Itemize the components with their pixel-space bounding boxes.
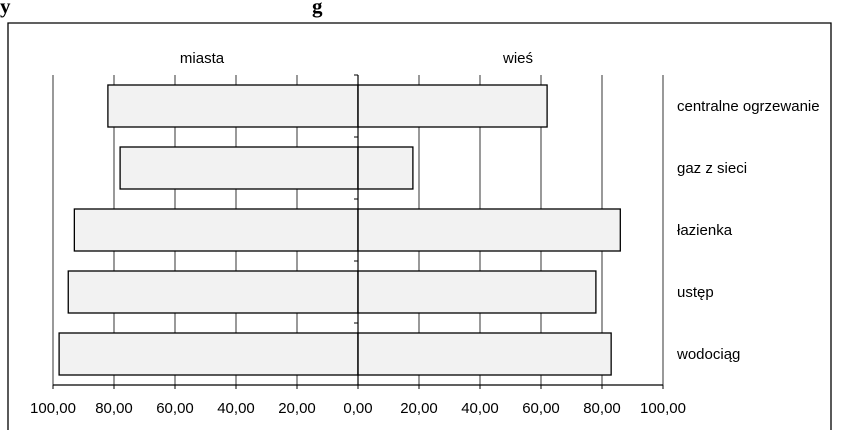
category-labels: centralne ogrzewanie gaz z sieci łazienka u… (676, 98, 820, 363)
category-label: łazienka (677, 222, 733, 239)
x-tick-label: 40,00 (217, 400, 255, 417)
x-tick-label: 60,00 (522, 400, 560, 417)
bar-wies (357, 270, 597, 314)
bar-wies (357, 332, 612, 376)
series-label-miasta: miasta (180, 50, 225, 67)
bar-miasta (67, 270, 359, 314)
series-label-wies: wieś (502, 50, 533, 67)
bar-miasta (73, 208, 359, 252)
x-tick-label: 20,00 (278, 400, 316, 417)
x-tick-label: 100,00 (30, 400, 76, 417)
x-tick-label: 60,00 (156, 400, 194, 417)
title-fragment-right: g (312, 0, 323, 18)
x-tick-label: 20,00 (400, 400, 438, 417)
category-label: gaz z sieci (677, 160, 747, 177)
bar-miasta (58, 332, 359, 376)
bar-miasta (107, 84, 359, 128)
x-tick-label: 80,00 (95, 400, 133, 417)
bars (58, 84, 621, 376)
x-tick-label: 100,00 (640, 400, 686, 417)
bar-wies (357, 208, 621, 252)
chart-frame (7, 22, 832, 430)
axes (52, 74, 664, 389)
bar-wies (357, 84, 548, 128)
x-tick-label: 0,00 (343, 400, 372, 417)
x-tick-label: 80,00 (583, 400, 621, 417)
bar-wies (357, 146, 414, 190)
title-fragment-left: y (0, 0, 11, 18)
category-label: centralne ogrzewanie (677, 98, 820, 115)
category-label: wodociąg (676, 346, 740, 363)
category-label: ustęp (677, 284, 714, 301)
x-tick-label: 40,00 (461, 400, 499, 417)
x-tick-labels: 100,00 80,00 60,00 40,00 20,00 0,00 20,00 40,00… (30, 400, 686, 417)
bar-miasta (119, 146, 359, 190)
